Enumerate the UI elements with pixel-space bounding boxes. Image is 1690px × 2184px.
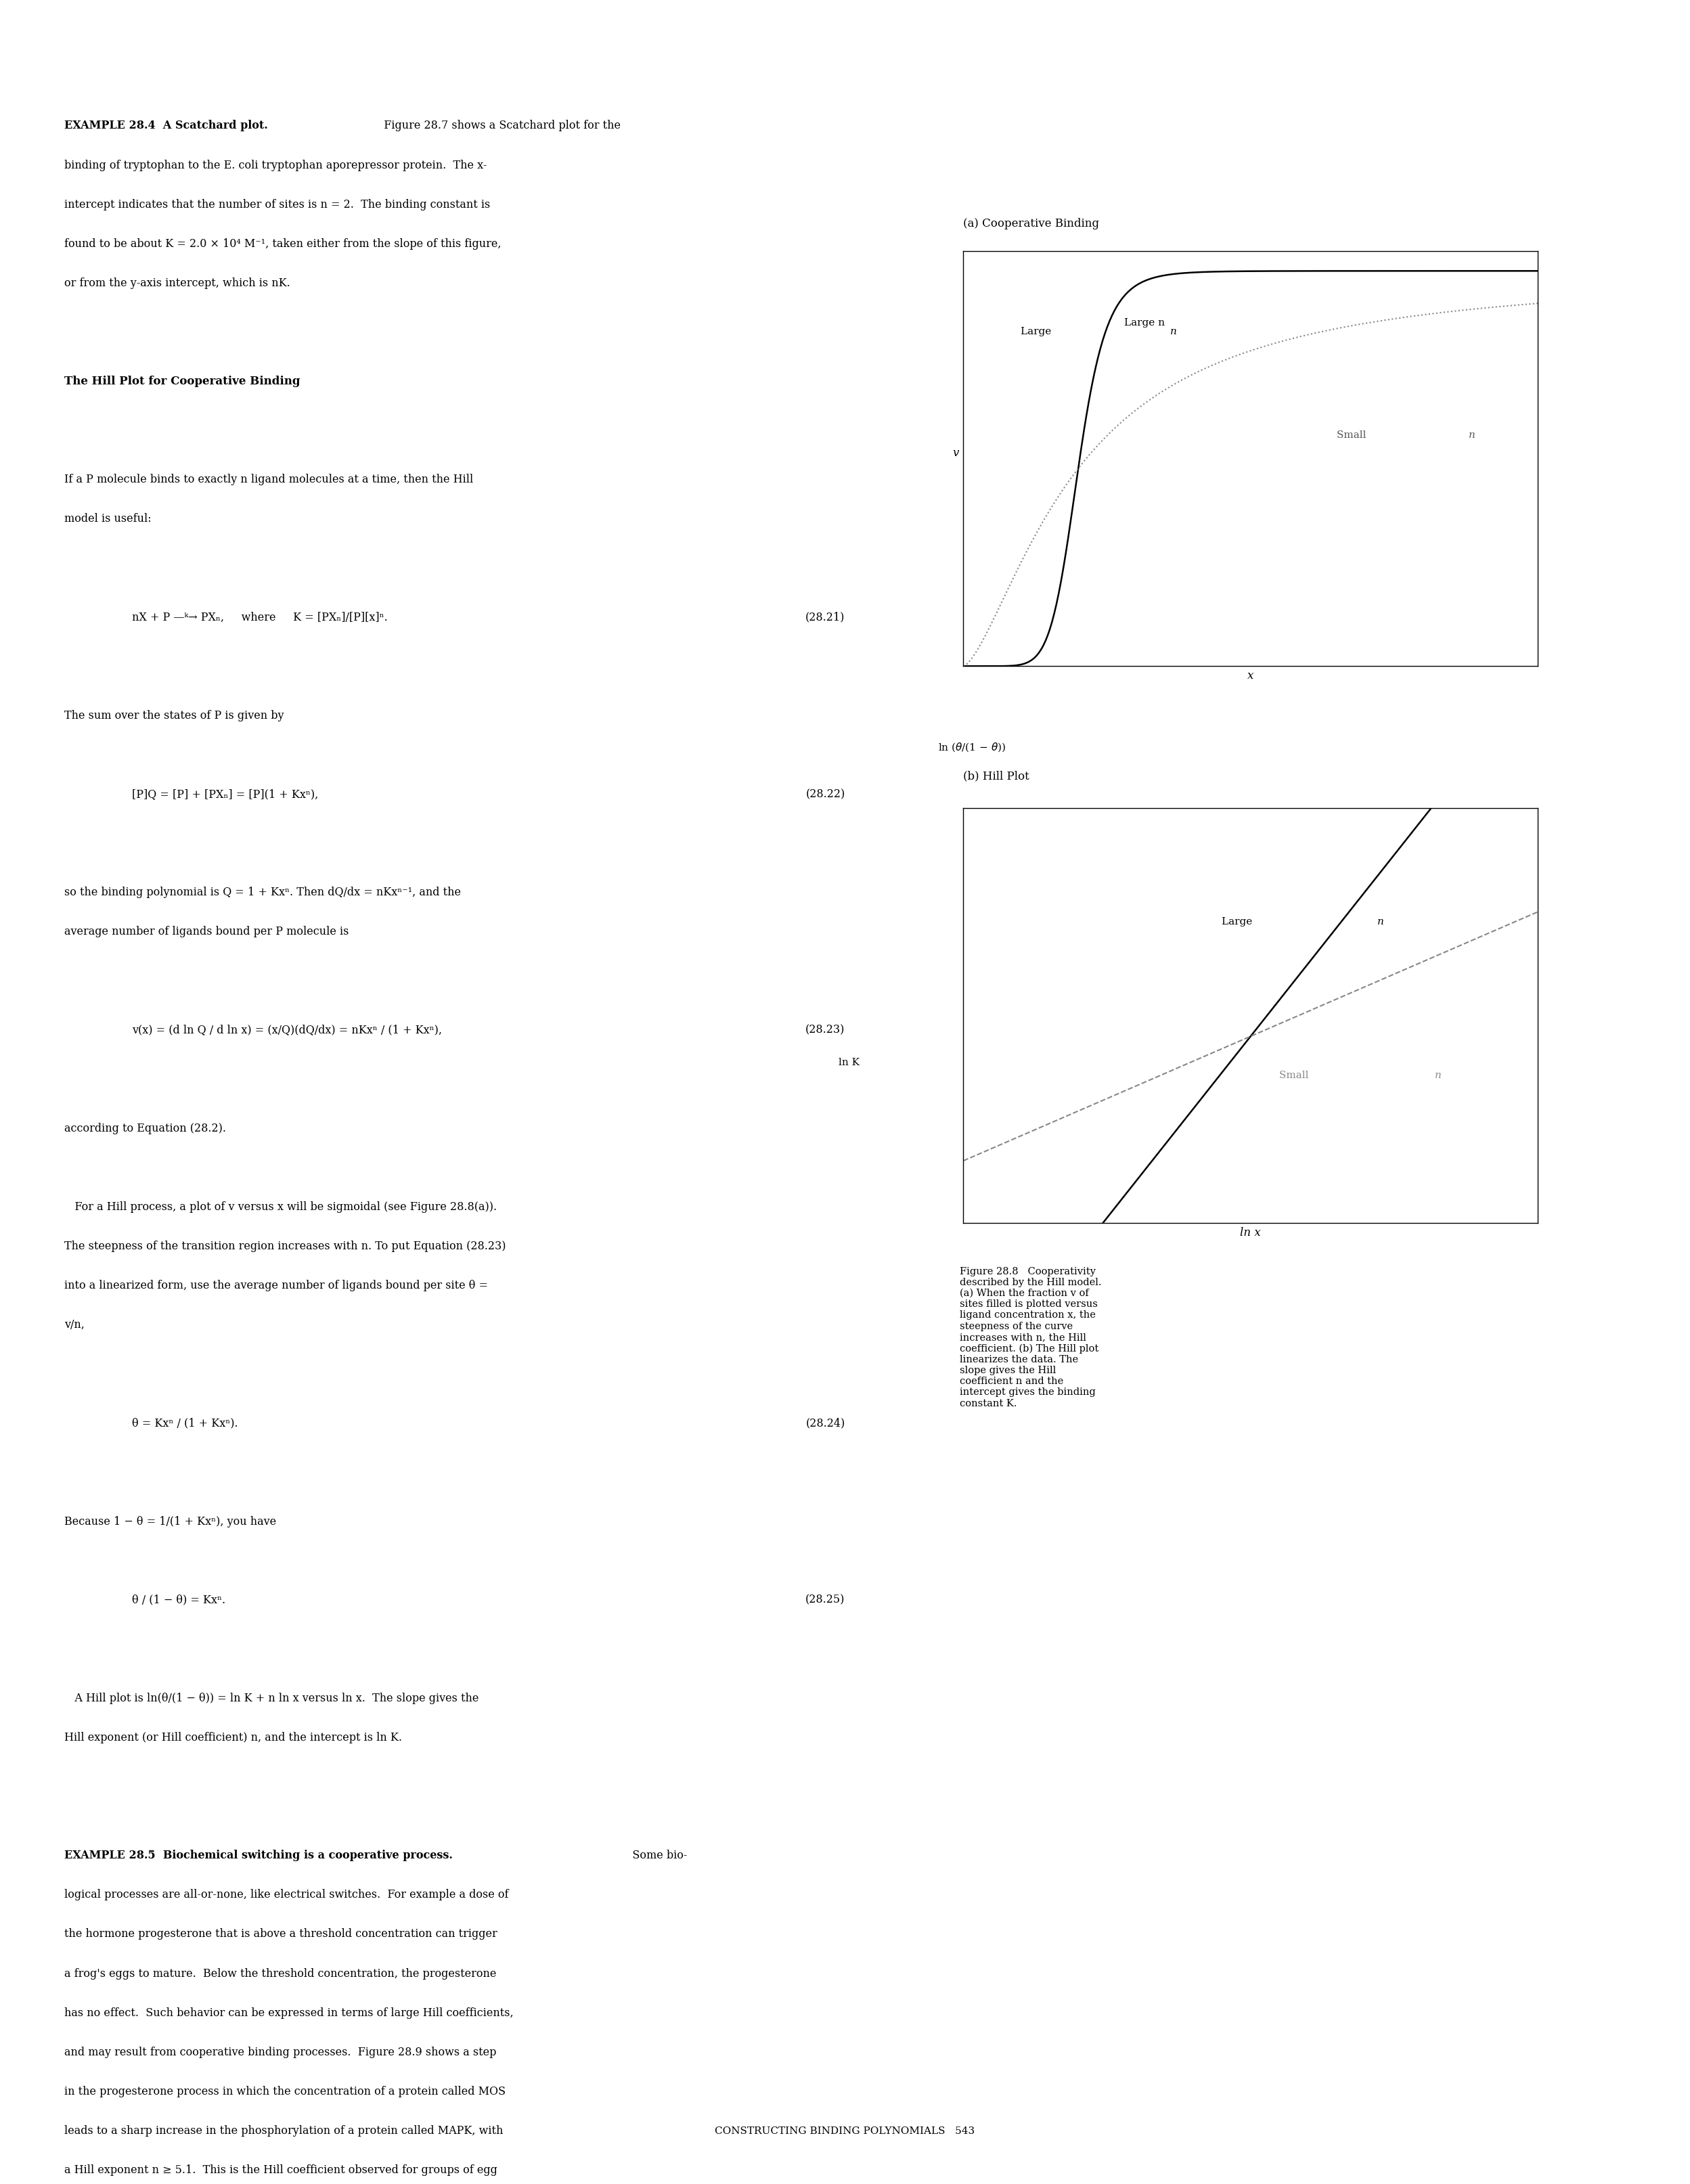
Text: [P]Q = [P] + [PXₙ] = [P](1 + Kxⁿ),: [P]Q = [P] + [PXₙ] = [P](1 + Kxⁿ), (132, 788, 318, 799)
Text: The Hill Plot for Cooperative Binding: The Hill Plot for Cooperative Binding (64, 376, 301, 387)
Text: (b) Hill Plot: (b) Hill Plot (963, 771, 1029, 782)
Text: If a P molecule binds to exactly n ligand molecules at a time, then the Hill: If a P molecule binds to exactly n ligan… (64, 474, 473, 485)
Text: Figure 28.8   Cooperativity
described by the Hill model.
(a) When the fraction v: Figure 28.8 Cooperativity described by t… (960, 1267, 1102, 1409)
Text: (28.22): (28.22) (806, 788, 845, 799)
Text: (28.24): (28.24) (806, 1417, 845, 1428)
Text: leads to a sharp increase in the phosphorylation of a protein called MAPK, with: leads to a sharp increase in the phospho… (64, 2125, 504, 2136)
Text: a frog's eggs to mature.  Below the threshold concentration, the progesterone: a frog's eggs to mature. Below the thres… (64, 1968, 497, 1979)
Y-axis label: v: v (953, 448, 958, 459)
Text: average number of ligands bound per P molecule is: average number of ligands bound per P mo… (64, 926, 348, 937)
X-axis label: x: x (1247, 670, 1254, 681)
Text: ln K: ln K (838, 1057, 860, 1068)
Text: logical processes are all-or-none, like electrical switches.  For example a dose: logical processes are all-or-none, like … (64, 1889, 509, 1900)
Text: has no effect.  Such behavior can be expressed in terms of large Hill coefficien: has no effect. Such behavior can be expr… (64, 2007, 514, 2018)
Text: a Hill exponent n ≥ 5.1.  This is the Hill coefficient observed for groups of eg: a Hill exponent n ≥ 5.1. This is the Hil… (64, 2164, 497, 2175)
Text: so the binding polynomial is Q = 1 + Kxⁿ. Then dQ/dx = nKxⁿ⁻¹, and the: so the binding polynomial is Q = 1 + Kxⁿ… (64, 887, 461, 898)
Text: Small: Small (1279, 1070, 1311, 1079)
Text: A Hill plot is ln(θ/(1 − θ)) = ln K + n ln x versus ln x.  The slope gives the: A Hill plot is ln(θ/(1 − θ)) = ln K + n … (64, 1693, 478, 1704)
Text: Large: Large (1222, 917, 1256, 926)
Text: (28.21): (28.21) (806, 612, 845, 622)
Text: model is useful:: model is useful: (64, 513, 152, 524)
Text: (28.25): (28.25) (806, 1594, 845, 1605)
Text: For a Hill process, a plot of v versus x will be sigmoidal (see Figure 28.8(a)).: For a Hill process, a plot of v versus x… (64, 1201, 497, 1212)
Text: n: n (1377, 917, 1384, 926)
Text: according to Equation (28.2).: according to Equation (28.2). (64, 1123, 226, 1133)
Text: n: n (1469, 430, 1475, 439)
Text: n: n (1169, 328, 1176, 336)
Text: or from the y-axis intercept, which is nK.: or from the y-axis intercept, which is n… (64, 277, 291, 288)
Text: found to be about K = 2.0 × 10⁴ M⁻¹, taken either from the slope of this figure,: found to be about K = 2.0 × 10⁴ M⁻¹, tak… (64, 238, 502, 249)
Text: Large: Large (1021, 328, 1055, 336)
Text: (a) Cooperative Binding: (a) Cooperative Binding (963, 218, 1099, 229)
Text: into a linearized form, use the average number of ligands bound per site θ =: into a linearized form, use the average … (64, 1280, 488, 1291)
Text: θ / (1 − θ) = Kxⁿ.: θ / (1 − θ) = Kxⁿ. (132, 1594, 225, 1605)
Text: nX + P —ᵏ→ PXₙ,     where     K = [PXₙ]/[P][x]ⁿ.: nX + P —ᵏ→ PXₙ, where K = [PXₙ]/[P][x]ⁿ. (132, 612, 387, 622)
Text: n: n (1435, 1070, 1442, 1079)
Text: (28.23): (28.23) (806, 1024, 845, 1035)
Text: Because 1 − θ = 1/(1 + Kxⁿ), you have: Because 1 − θ = 1/(1 + Kxⁿ), you have (64, 1516, 275, 1527)
Text: Hill exponent (or Hill coefficient) n, and the intercept is ln K.: Hill exponent (or Hill coefficient) n, a… (64, 1732, 402, 1743)
Text: θ = Kxⁿ / (1 + Kxⁿ).: θ = Kxⁿ / (1 + Kxⁿ). (132, 1417, 238, 1428)
Text: intercept indicates that the number of sites is n = 2.  The binding constant is: intercept indicates that the number of s… (64, 199, 490, 210)
Text: ln ($\theta$/(1 $-$ $\theta$)): ln ($\theta$/(1 $-$ $\theta$)) (938, 743, 1006, 753)
Text: in the progesterone process in which the concentration of a protein called MOS: in the progesterone process in which the… (64, 2086, 505, 2097)
Text: CONSTRUCTING BINDING POLYNOMIALS   543: CONSTRUCTING BINDING POLYNOMIALS 543 (715, 2127, 975, 2136)
Text: and may result from cooperative binding processes.  Figure 28.9 shows a step: and may result from cooperative binding … (64, 2046, 497, 2057)
Text: Figure 28.7 shows a Scatchard plot for the: Figure 28.7 shows a Scatchard plot for t… (377, 120, 620, 131)
Text: Large n: Large n (1124, 319, 1164, 328)
Text: v/n,: v/n, (64, 1319, 85, 1330)
Text: The sum over the states of P is given by: The sum over the states of P is given by (64, 710, 284, 721)
Text: v(x) = (d ln Q / d ln x) = (x/Q)(dQ/dx) = nKxⁿ / (1 + Kxⁿ),: v(x) = (d ln Q / d ln x) = (x/Q)(dQ/dx) … (132, 1024, 441, 1035)
X-axis label: ln x: ln x (1240, 1227, 1261, 1238)
Text: the hormone progesterone that is above a threshold concentration can trigger: the hormone progesterone that is above a… (64, 1928, 497, 1939)
Text: binding of tryptophan to the E. coli tryptophan aporepressor protein.  The x-: binding of tryptophan to the E. coli try… (64, 159, 487, 170)
Text: EXAMPLE 28.4  A Scatchard plot.: EXAMPLE 28.4 A Scatchard plot. (64, 120, 267, 131)
Text: EXAMPLE 28.5  Biochemical switching is a cooperative process.: EXAMPLE 28.5 Biochemical switching is a … (64, 1850, 453, 1861)
Text: The steepness of the transition region increases with n. To put Equation (28.23): The steepness of the transition region i… (64, 1241, 505, 1251)
Text: Some bio-: Some bio- (622, 1850, 688, 1861)
Text: Small: Small (1337, 430, 1369, 439)
